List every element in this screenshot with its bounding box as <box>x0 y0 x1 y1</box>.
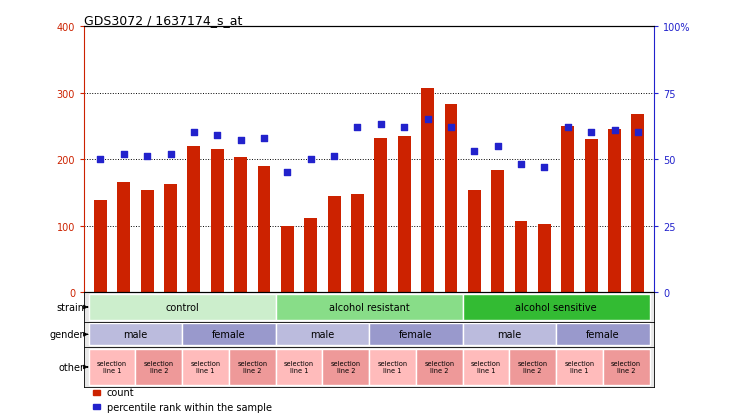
Text: male: male <box>497 330 521 339</box>
Bar <box>463 294 650 320</box>
Bar <box>416 349 463 385</box>
Bar <box>538 224 551 293</box>
Bar <box>556 349 603 385</box>
Text: selection
line 1: selection line 1 <box>97 361 127 374</box>
Bar <box>608 130 621 293</box>
Bar <box>276 294 463 320</box>
Text: count: count <box>107 387 135 397</box>
Point <box>398 125 410 131</box>
Text: female: female <box>399 330 433 339</box>
Bar <box>444 104 458 293</box>
Text: selection
line 1: selection line 1 <box>471 361 501 374</box>
Bar <box>93 404 100 409</box>
Text: selection
line 1: selection line 1 <box>284 361 314 374</box>
Bar <box>322 349 369 385</box>
Point <box>118 151 129 158</box>
Point <box>305 157 317 163</box>
Point <box>94 157 106 163</box>
Bar <box>304 218 317 293</box>
Bar <box>182 349 229 385</box>
Bar <box>93 389 100 395</box>
Bar <box>468 191 481 293</box>
Text: selection
line 1: selection line 1 <box>564 361 594 374</box>
Text: alcohol resistant: alcohol resistant <box>329 302 409 312</box>
Point <box>539 164 550 171</box>
Point <box>586 130 597 136</box>
Bar <box>187 147 200 293</box>
Text: male: male <box>124 330 148 339</box>
Point <box>445 125 457 131</box>
Bar <box>276 349 322 385</box>
Bar <box>463 349 510 385</box>
Bar <box>234 158 247 293</box>
Text: selection
line 2: selection line 2 <box>424 361 455 374</box>
Bar <box>276 323 369 346</box>
Bar <box>463 323 556 346</box>
Text: selection
line 2: selection line 2 <box>330 361 361 374</box>
Point <box>235 138 246 145</box>
Text: selection
line 2: selection line 2 <box>518 361 548 374</box>
Text: female: female <box>586 330 620 339</box>
Bar <box>374 138 387 293</box>
Bar <box>164 184 177 293</box>
Point <box>609 127 621 134</box>
Point <box>632 130 644 136</box>
Bar <box>515 221 528 293</box>
Bar <box>88 294 276 320</box>
Text: alcohol sensitive: alcohol sensitive <box>515 302 597 312</box>
Point <box>281 170 293 176</box>
Bar <box>281 226 294 293</box>
Text: female: female <box>212 330 246 339</box>
Bar <box>94 201 107 293</box>
Bar <box>211 150 224 293</box>
Text: selection
line 2: selection line 2 <box>144 361 174 374</box>
Text: gender: gender <box>50 330 84 339</box>
Text: selection
line 1: selection line 1 <box>191 361 221 374</box>
Bar <box>88 349 135 385</box>
Bar <box>257 166 270 293</box>
Text: selection
line 2: selection line 2 <box>611 361 641 374</box>
Point <box>141 154 153 160</box>
Point <box>188 130 200 136</box>
Text: strain: strain <box>56 302 84 312</box>
Text: selection
line 2: selection line 2 <box>238 361 268 374</box>
Point <box>211 133 223 139</box>
Point <box>562 125 574 131</box>
Bar <box>369 323 463 346</box>
Bar <box>369 349 416 385</box>
Bar <box>510 349 556 385</box>
Text: control: control <box>165 302 199 312</box>
Point <box>258 135 270 142</box>
Bar <box>351 194 364 293</box>
Text: other: other <box>58 362 84 372</box>
Bar <box>229 349 276 385</box>
Point <box>422 116 433 123</box>
Bar <box>88 323 182 346</box>
Bar <box>585 140 597 293</box>
Bar <box>421 89 434 293</box>
Text: selection
line 1: selection line 1 <box>377 361 408 374</box>
Point <box>469 148 480 155</box>
Bar <box>141 191 154 293</box>
Text: GDS3072 / 1637174_s_at: GDS3072 / 1637174_s_at <box>84 14 243 27</box>
Bar <box>182 323 276 346</box>
Bar <box>491 171 504 293</box>
Bar <box>632 114 644 293</box>
Text: male: male <box>310 330 335 339</box>
Bar <box>556 323 650 346</box>
Bar <box>561 126 575 293</box>
Point <box>515 162 527 169</box>
Bar <box>603 349 650 385</box>
Point <box>375 122 387 128</box>
Point <box>164 151 176 158</box>
Point <box>328 154 340 160</box>
Bar <box>398 136 411 293</box>
Bar <box>327 196 341 293</box>
Point <box>352 125 363 131</box>
Text: percentile rank within the sample: percentile rank within the sample <box>107 401 272 412</box>
Point <box>492 143 504 150</box>
Bar <box>135 349 182 385</box>
Bar <box>118 183 130 293</box>
